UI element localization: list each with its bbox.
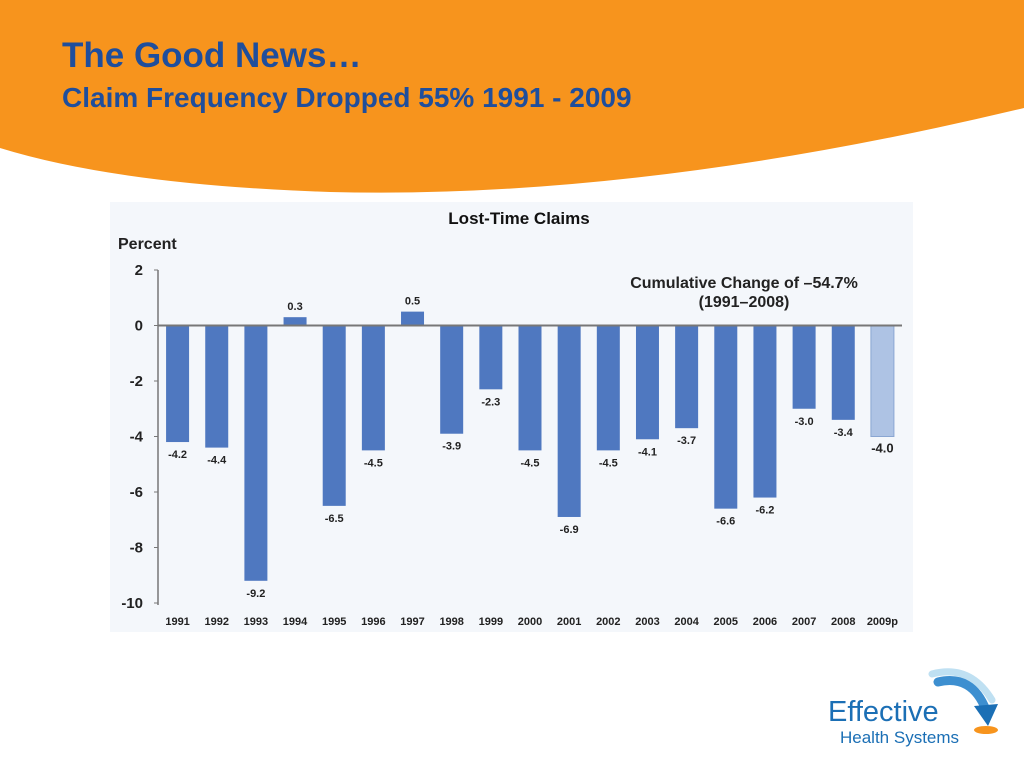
data-label-2008: -3.4 (834, 427, 854, 439)
bar-1994 (283, 317, 307, 326)
bar-2008 (831, 325, 855, 420)
bar-1999 (479, 325, 503, 390)
bar-1992 (205, 325, 229, 448)
data-label-2001: -6.9 (560, 524, 579, 536)
data-label-1999: -2.3 (481, 396, 500, 408)
category-label-1993: 1993 (244, 616, 268, 628)
y-tick-label: -10 (121, 595, 143, 612)
data-label-1994: 0.3 (287, 301, 302, 313)
category-label-1991: 1991 (165, 616, 189, 628)
data-label-2007: -3.0 (795, 416, 814, 428)
y-tick-label: -8 (130, 540, 143, 557)
slide-title: The Good News… (62, 36, 362, 75)
y-tick-label: 0 (135, 318, 143, 335)
y-tick-label: -4 (130, 429, 144, 446)
category-label-2003: 2003 (635, 616, 659, 628)
category-label-1994: 1994 (283, 616, 308, 628)
category-label-1995: 1995 (322, 616, 346, 628)
data-label-2003: -4.1 (638, 446, 657, 458)
chart-title: Lost-Time Claims (448, 209, 589, 228)
data-label-2009p: -4.0 (871, 441, 893, 456)
cumulative-change-note: Cumulative Change of –54.7% (630, 275, 858, 292)
category-label-2009p: 2009p (867, 616, 898, 628)
data-label-2004: -3.7 (677, 435, 696, 447)
data-label-2005: -6.6 (716, 516, 735, 528)
bar-1991 (166, 325, 190, 443)
plot-area: 2 0 -2 -4 -6 -8 -10 -4.2 1991 -4.4 1992 -9.2 1993 0.3… (121, 262, 902, 628)
data-label-1993: -9.2 (246, 588, 265, 600)
data-label-2000: -4.5 (521, 457, 540, 469)
category-label-1992: 1992 (204, 616, 228, 628)
bar-1998 (440, 325, 464, 434)
slide-subtitle: Claim Frequency Dropped 55% 1991 - 2009 (62, 82, 632, 113)
data-label-1997: 0.5 (405, 296, 420, 308)
chart-panel (110, 202, 913, 632)
data-label-1996: -4.5 (364, 457, 383, 469)
bar-2009p (870, 325, 895, 437)
category-label-1998: 1998 (439, 616, 463, 628)
category-label-2005: 2005 (714, 616, 738, 628)
bar-2005 (714, 325, 738, 509)
category-label-2000: 2000 (518, 616, 542, 628)
logo-wordmark: Effective (828, 696, 939, 728)
data-label-1992: -4.4 (207, 455, 227, 467)
y-axis-label: Percent (118, 236, 177, 253)
data-label-2006: -6.2 (755, 505, 774, 517)
category-label-1999: 1999 (479, 616, 503, 628)
category-label-1997: 1997 (400, 616, 424, 628)
bar-1993 (244, 325, 268, 581)
bar-2004 (675, 325, 699, 429)
banner-shape (0, 0, 1024, 193)
category-label-2004: 2004 (674, 616, 699, 628)
category-label-1996: 1996 (361, 616, 385, 628)
bar-2002 (596, 325, 620, 451)
bar-2001 (557, 325, 581, 517)
bar-1996 (361, 325, 385, 451)
bar-2003 (635, 325, 659, 440)
logo-tagline: Health Systems (840, 728, 960, 747)
category-label-2002: 2002 (596, 616, 620, 628)
bar-2000 (518, 325, 542, 451)
y-tick-label: 2 (135, 262, 143, 279)
category-label-2001: 2001 (557, 616, 581, 628)
category-label-2007: 2007 (792, 616, 816, 628)
cumulative-change-period: (1991–2008) (699, 294, 790, 311)
category-label-2008: 2008 (831, 616, 855, 628)
data-label-1998: -3.9 (442, 441, 461, 453)
data-label-1995: -6.5 (325, 513, 344, 525)
bar-2006 (753, 325, 777, 498)
data-label-2002: -4.5 (599, 457, 618, 469)
y-tick-label: -2 (130, 373, 143, 390)
bar-1997 (401, 311, 425, 326)
data-label-1991: -4.2 (168, 449, 187, 461)
effective-health-systems-logo: Effective Health Systems (820, 660, 1010, 750)
orange-banner (0, 0, 1024, 193)
y-tick-label: -6 (130, 484, 143, 501)
logo-arrow-icon (928, 668, 998, 734)
category-label-2006: 2006 (753, 616, 777, 628)
bar-1995 (322, 325, 346, 506)
bar-2007 (792, 325, 816, 409)
